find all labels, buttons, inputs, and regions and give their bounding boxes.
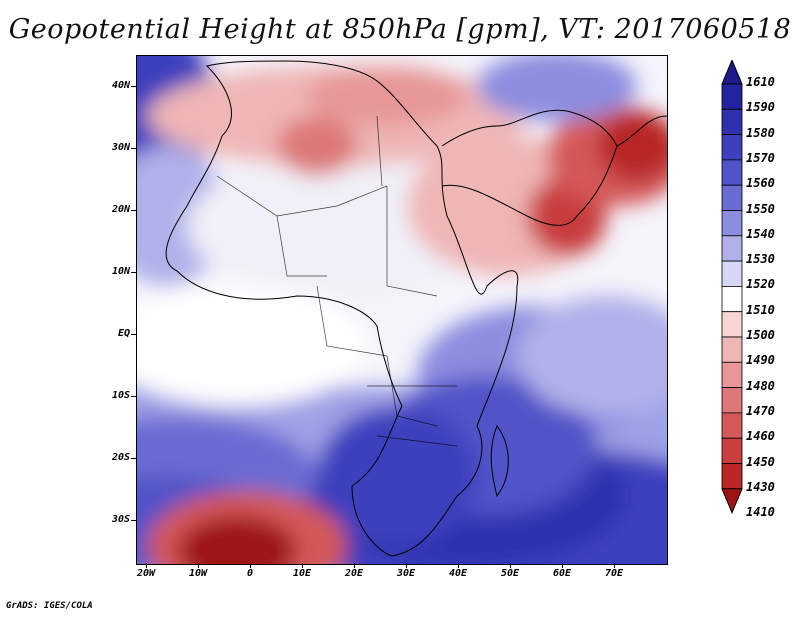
colorbar-swatch [721,134,743,161]
colorbar-max-arrow [721,60,743,85]
lon-label: 40E [448,568,468,579]
height-field-map [137,56,667,564]
footer-credit: GrADS: IGES/COLA [6,601,93,611]
lat-tick [131,86,136,87]
colorbar-label: 1450 [746,454,775,469]
colorbar-label: 1590 [746,100,775,115]
lon-label: 20E [344,568,364,579]
colorbar-swatch [721,311,743,338]
colorbar-label: 1520 [746,277,775,292]
lon-label: 0 [246,568,254,579]
colorbar-label: 1490 [746,353,775,368]
lon-tick [458,563,459,568]
lat-label: 10S [111,390,130,401]
colorbar-label: 1540 [746,226,775,241]
colorbar-swatch [721,463,743,490]
colorbar-swatch [721,83,743,110]
lat-tick [131,520,136,521]
lat-tick [131,458,136,459]
lon-tick [562,563,563,568]
lon-label: 60E [552,568,572,579]
colorbar-label: 1430 [746,479,775,494]
colorbar-swatch [721,235,743,262]
colorbar-label: 1560 [746,176,775,191]
lat-tick [131,272,136,273]
colorbar-label: 1570 [746,150,775,165]
colorbar-label: 1510 [746,302,775,317]
lat-label: 40N [111,80,130,91]
lon-tick [354,563,355,568]
colorbar-swatch [721,361,743,388]
colorbar-label: 1480 [746,378,775,393]
lon-label: 30E [396,568,416,579]
lat-label: 20N [111,204,130,215]
colorbar-swatch [721,108,743,135]
colorbar-label: 1500 [746,328,775,342]
lon-tick [510,563,511,568]
lon-tick [198,563,199,568]
colorbar-swatch [721,210,743,237]
coastlines [165,60,667,557]
colorbar-label: 1610 [746,75,775,89]
colorbar-swatch [721,387,743,414]
lat-label: 30S [111,514,130,525]
chart-title: Geopotential Height at 850hPa [gpm], VT:… [8,14,792,45]
field-shading [137,56,667,564]
lon-label: 70E [604,568,624,579]
colorbar-swatch [721,184,743,211]
colorbar-min-arrow [721,488,743,515]
lon-label: 10E [292,568,312,579]
colorbar-swatch [721,437,743,464]
colorbar-swatch [721,159,743,186]
colorbar-swatch [721,336,743,363]
lat-tick [131,210,136,211]
lon-label: 20W [136,568,156,579]
colorbar-label: 1470 [746,403,775,418]
lat-tick [131,396,136,397]
lat-label: 10N [111,266,130,277]
colorbar-swatch [721,260,743,287]
colorbar-swatch [721,285,743,313]
colorbar [721,60,743,515]
lat-label: 20S [111,452,130,463]
colorbar-swatch [721,412,743,439]
lat-label: 30N [111,142,130,153]
lon-tick [614,563,615,568]
colorbar-label: 1580 [746,125,775,140]
colorbar-label: 1410 [746,505,775,520]
lon-tick [250,563,251,568]
colorbar-label: 1530 [746,252,775,267]
lon-tick [302,563,303,568]
country-borders [216,115,458,447]
colorbar-label: 1460 [746,429,775,444]
colorbar-label: 1550 [746,201,775,216]
lat-label: EQ [117,328,130,339]
lon-tick [146,563,147,568]
map-panel [136,55,668,565]
lon-label: 10W [188,568,208,579]
lon-label: 50E [500,568,520,579]
lat-tick [131,148,136,149]
lon-tick [406,563,407,568]
lat-tick [131,334,136,335]
